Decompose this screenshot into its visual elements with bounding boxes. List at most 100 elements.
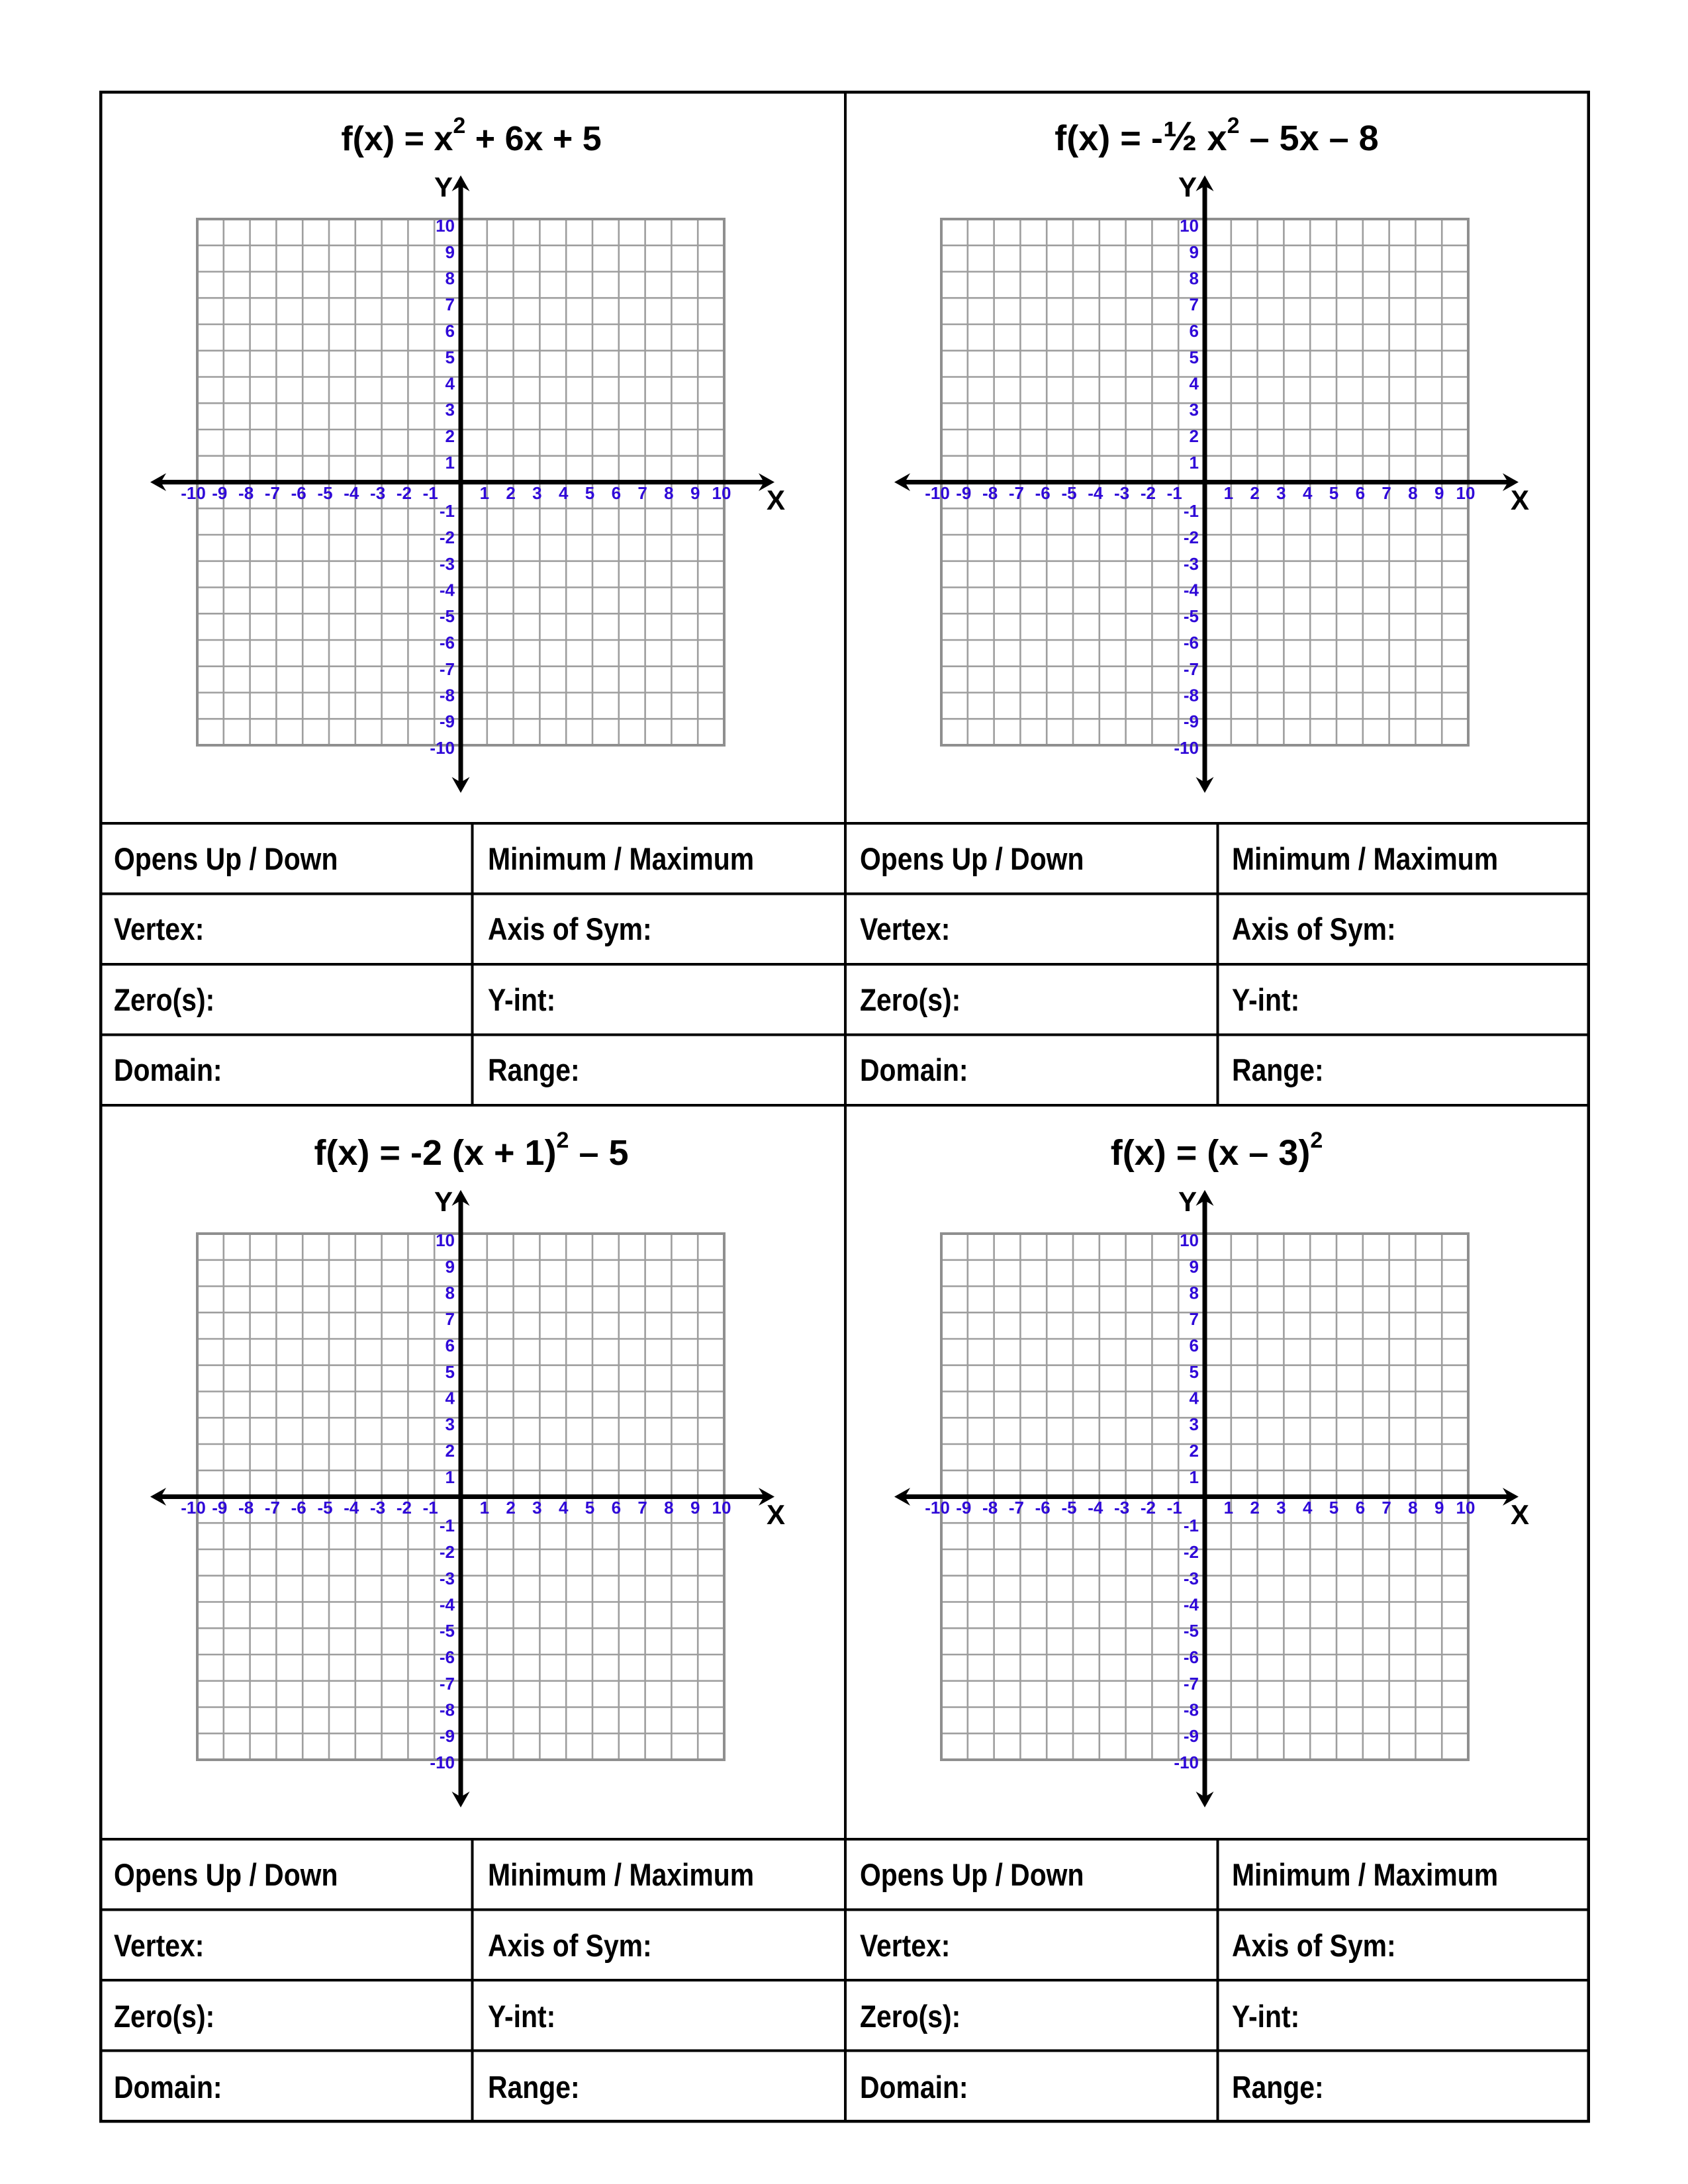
svg-text:10: 10 bbox=[1456, 483, 1476, 503]
svg-text:8: 8 bbox=[1190, 269, 1199, 289]
svg-text:-3: -3 bbox=[440, 554, 455, 574]
svg-text:-10: -10 bbox=[925, 1498, 950, 1518]
svg-text:-2: -2 bbox=[1141, 483, 1156, 503]
svg-text:9: 9 bbox=[1434, 1498, 1444, 1518]
svg-text:-3: -3 bbox=[1184, 1569, 1199, 1588]
svg-text:-1: -1 bbox=[1167, 483, 1182, 503]
svg-text:3: 3 bbox=[1190, 400, 1199, 420]
svg-text:Y: Y bbox=[434, 1186, 453, 1217]
svg-text:Y-int:: Y-int: bbox=[1232, 983, 1299, 1017]
svg-text:9: 9 bbox=[445, 242, 455, 262]
svg-text:-10: -10 bbox=[430, 1752, 455, 1772]
svg-text:6: 6 bbox=[1190, 321, 1199, 341]
svg-text:-9: -9 bbox=[440, 711, 455, 731]
svg-text:-7: -7 bbox=[1184, 659, 1199, 679]
svg-text:-3: -3 bbox=[370, 483, 385, 503]
svg-text:-5: -5 bbox=[1184, 606, 1199, 626]
svg-text:7: 7 bbox=[637, 483, 647, 503]
svg-text:5: 5 bbox=[445, 1362, 455, 1382]
svg-text:-2: -2 bbox=[1184, 527, 1199, 547]
svg-text:f(x) = -2 (x + 1)2 – 5: f(x) = -2 (x + 1)2 – 5 bbox=[314, 1128, 628, 1173]
svg-text:-1: -1 bbox=[423, 483, 438, 503]
svg-text:-10: -10 bbox=[181, 1498, 206, 1518]
svg-text:-6: -6 bbox=[291, 483, 306, 503]
svg-text:1: 1 bbox=[480, 1498, 489, 1518]
svg-text:-1: -1 bbox=[1167, 1498, 1182, 1518]
svg-text:Range:: Range: bbox=[1232, 1053, 1324, 1087]
svg-text:4: 4 bbox=[445, 374, 455, 394]
svg-text:6: 6 bbox=[445, 321, 455, 341]
svg-text:f(x) = (x – 3)2: f(x) = (x – 3)2 bbox=[1111, 1128, 1323, 1173]
svg-text:-6: -6 bbox=[1184, 1647, 1199, 1667]
svg-text:8: 8 bbox=[445, 269, 455, 289]
svg-text:-1: -1 bbox=[423, 1498, 438, 1518]
svg-text:-8: -8 bbox=[982, 483, 998, 503]
svg-text:2: 2 bbox=[1190, 426, 1199, 446]
svg-text:6: 6 bbox=[612, 483, 621, 503]
svg-text:Range:: Range: bbox=[488, 1053, 580, 1087]
svg-text:-3: -3 bbox=[440, 1569, 455, 1588]
svg-text:-1: -1 bbox=[440, 1516, 455, 1535]
svg-text:-7: -7 bbox=[1184, 1674, 1199, 1694]
svg-text:10: 10 bbox=[436, 1230, 455, 1250]
svg-text:9: 9 bbox=[1434, 483, 1444, 503]
svg-text:5: 5 bbox=[1329, 483, 1338, 503]
svg-text:9: 9 bbox=[445, 1257, 455, 1277]
svg-text:-5: -5 bbox=[1061, 1498, 1076, 1518]
svg-text:5: 5 bbox=[445, 347, 455, 367]
svg-text:-7: -7 bbox=[265, 483, 280, 503]
svg-text:4: 4 bbox=[1190, 374, 1199, 394]
svg-text:6: 6 bbox=[1356, 1498, 1365, 1518]
svg-text:-10: -10 bbox=[430, 738, 455, 758]
svg-text:-10: -10 bbox=[1174, 1752, 1199, 1772]
svg-text:9: 9 bbox=[690, 1498, 700, 1518]
svg-text:Opens Up / Down: Opens Up / Down bbox=[114, 842, 338, 876]
svg-text:X: X bbox=[767, 484, 785, 516]
svg-text:5: 5 bbox=[1329, 1498, 1338, 1518]
svg-text:5: 5 bbox=[585, 483, 594, 503]
svg-text:Minimum / Maximum: Minimum / Maximum bbox=[488, 1858, 754, 1892]
svg-text:-9: -9 bbox=[956, 1498, 971, 1518]
svg-text:-10: -10 bbox=[181, 483, 206, 503]
svg-text:-2: -2 bbox=[1184, 1542, 1199, 1562]
svg-text:-2: -2 bbox=[1141, 1498, 1156, 1518]
svg-text:Range:: Range: bbox=[1232, 2070, 1324, 2105]
svg-text:-9: -9 bbox=[212, 483, 227, 503]
svg-text:3: 3 bbox=[445, 400, 455, 420]
svg-text:-5: -5 bbox=[440, 1621, 455, 1641]
svg-text:2: 2 bbox=[1250, 483, 1259, 503]
svg-text:Y: Y bbox=[434, 171, 453, 203]
svg-text:-1: -1 bbox=[1184, 1516, 1199, 1535]
svg-text:8: 8 bbox=[1408, 1498, 1417, 1518]
svg-text:-10: -10 bbox=[1174, 738, 1199, 758]
svg-text:Vertex:: Vertex: bbox=[114, 1929, 204, 1963]
svg-text:1: 1 bbox=[445, 1467, 455, 1487]
svg-text:8: 8 bbox=[445, 1283, 455, 1303]
svg-text:10: 10 bbox=[712, 483, 731, 503]
svg-text:X: X bbox=[1511, 484, 1529, 516]
svg-text:-4: -4 bbox=[1184, 580, 1199, 600]
svg-text:-1: -1 bbox=[1184, 501, 1199, 521]
svg-text:Y: Y bbox=[1178, 171, 1197, 203]
svg-text:-9: -9 bbox=[956, 483, 971, 503]
svg-text:Domain:: Domain: bbox=[114, 2070, 222, 2105]
svg-text:Vertex:: Vertex: bbox=[860, 912, 950, 946]
svg-text:10: 10 bbox=[1180, 1230, 1199, 1250]
svg-text:3: 3 bbox=[532, 1498, 541, 1518]
svg-text:4: 4 bbox=[1303, 1498, 1313, 1518]
svg-text:8: 8 bbox=[1408, 483, 1417, 503]
svg-text:-2: -2 bbox=[397, 483, 412, 503]
svg-text:Opens Up / Down: Opens Up / Down bbox=[860, 842, 1084, 876]
svg-text:4: 4 bbox=[445, 1388, 455, 1408]
svg-text:-6: -6 bbox=[440, 633, 455, 653]
svg-text:-7: -7 bbox=[440, 659, 455, 679]
svg-text:-6: -6 bbox=[1035, 1498, 1051, 1518]
svg-text:1: 1 bbox=[1190, 1467, 1199, 1487]
svg-text:-2: -2 bbox=[440, 1542, 455, 1562]
svg-text:8: 8 bbox=[664, 483, 673, 503]
svg-text:3: 3 bbox=[1276, 1498, 1286, 1518]
svg-text:10: 10 bbox=[1456, 1498, 1476, 1518]
svg-text:-2: -2 bbox=[440, 527, 455, 547]
svg-text:Range:: Range: bbox=[488, 2070, 580, 2105]
svg-text:Vertex:: Vertex: bbox=[114, 912, 204, 946]
